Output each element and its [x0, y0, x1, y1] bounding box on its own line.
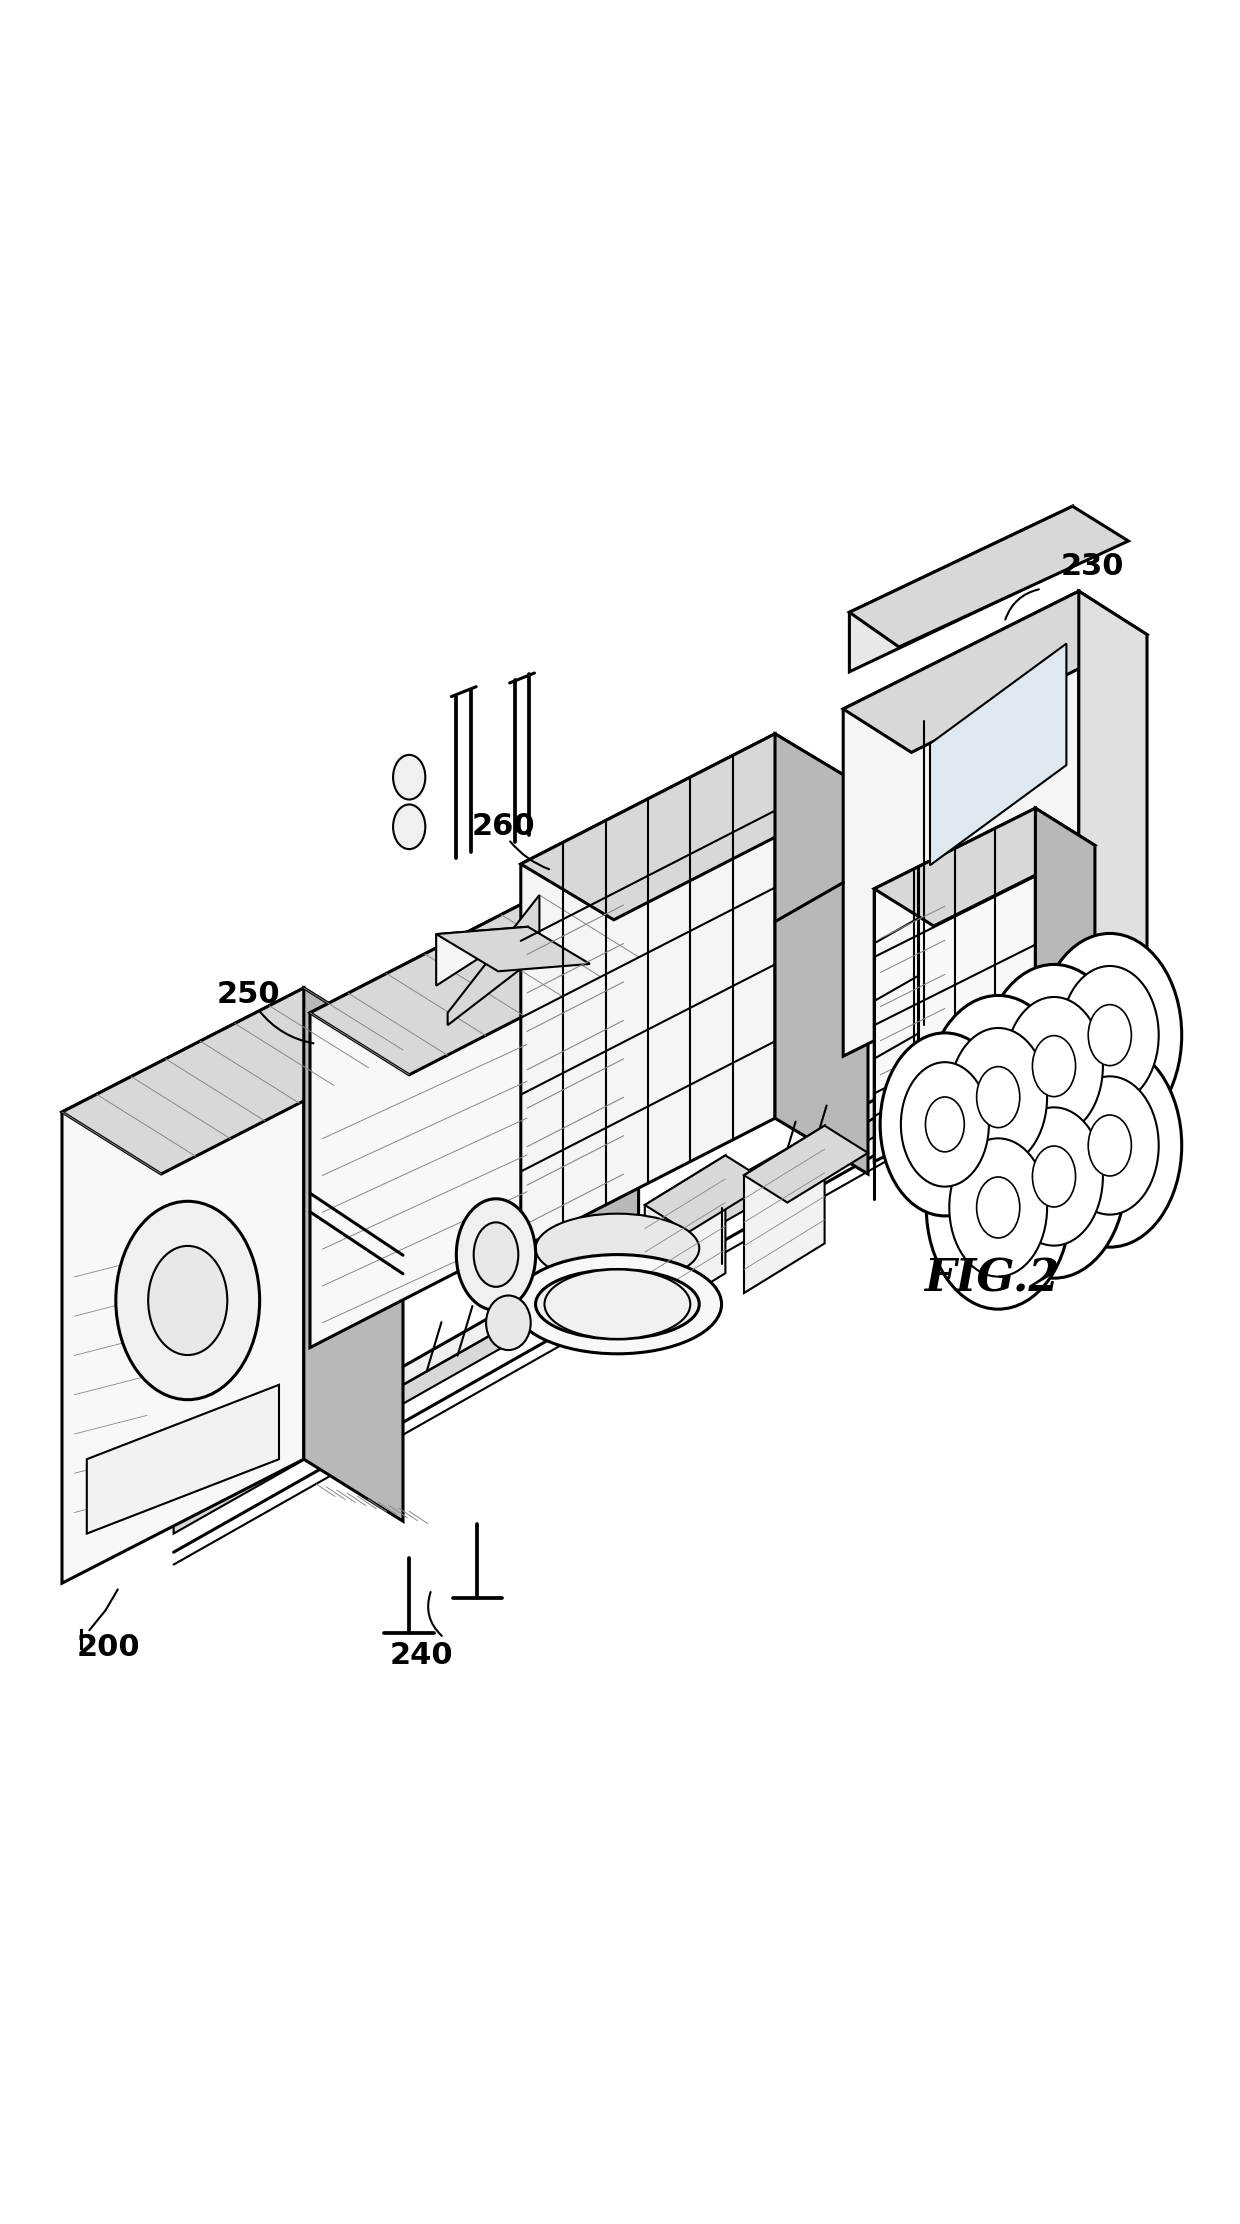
Ellipse shape [977, 1176, 1019, 1239]
Polygon shape [521, 734, 775, 1248]
Polygon shape [874, 807, 1095, 925]
Polygon shape [436, 927, 590, 972]
Polygon shape [62, 987, 403, 1174]
Ellipse shape [950, 1139, 1047, 1277]
Text: 230: 230 [1060, 552, 1123, 580]
Ellipse shape [925, 1096, 965, 1152]
Ellipse shape [149, 1245, 227, 1354]
Ellipse shape [1038, 1043, 1182, 1248]
Ellipse shape [393, 805, 425, 850]
Ellipse shape [456, 1199, 536, 1310]
Polygon shape [436, 927, 528, 985]
Polygon shape [310, 894, 539, 1348]
Ellipse shape [1061, 1076, 1158, 1214]
Polygon shape [645, 1156, 725, 1323]
Ellipse shape [982, 1074, 1126, 1279]
Polygon shape [174, 1019, 1017, 1515]
Polygon shape [304, 987, 403, 1521]
Ellipse shape [1006, 1108, 1102, 1245]
Polygon shape [521, 734, 868, 921]
Polygon shape [843, 592, 1147, 752]
Polygon shape [1035, 807, 1095, 1119]
Polygon shape [874, 807, 1035, 1161]
Polygon shape [448, 894, 539, 1025]
Polygon shape [775, 734, 868, 1174]
Polygon shape [1079, 592, 1147, 981]
Ellipse shape [393, 754, 425, 798]
Ellipse shape [1033, 1145, 1075, 1208]
Polygon shape [87, 1386, 279, 1535]
Polygon shape [849, 507, 1128, 647]
Polygon shape [744, 1125, 825, 1292]
Text: 260: 260 [471, 812, 534, 841]
Text: 200: 200 [77, 1632, 140, 1661]
FancyArrowPatch shape [1006, 589, 1039, 620]
Text: 240: 240 [389, 1641, 454, 1670]
Ellipse shape [1033, 1036, 1075, 1096]
Text: FIG.2: FIG.2 [924, 1259, 1060, 1301]
Ellipse shape [950, 1027, 1047, 1165]
Ellipse shape [536, 1270, 699, 1339]
Ellipse shape [977, 1068, 1019, 1128]
Polygon shape [744, 1125, 868, 1203]
Ellipse shape [1038, 934, 1182, 1136]
Ellipse shape [474, 1223, 518, 1288]
Text: 250: 250 [217, 981, 280, 1010]
FancyArrowPatch shape [428, 1592, 441, 1637]
Ellipse shape [880, 1032, 1009, 1217]
Ellipse shape [1061, 965, 1158, 1105]
Polygon shape [930, 643, 1066, 865]
Ellipse shape [486, 1297, 531, 1350]
Ellipse shape [115, 1201, 259, 1399]
Polygon shape [843, 592, 1079, 1056]
Ellipse shape [513, 1254, 722, 1354]
Polygon shape [62, 987, 304, 1583]
Ellipse shape [1006, 996, 1102, 1134]
Polygon shape [310, 894, 639, 1074]
FancyArrowPatch shape [510, 841, 549, 870]
Polygon shape [645, 1156, 769, 1232]
Ellipse shape [926, 1105, 1070, 1310]
Polygon shape [174, 1039, 1017, 1535]
Ellipse shape [544, 1270, 691, 1339]
Ellipse shape [982, 965, 1126, 1168]
Polygon shape [539, 894, 639, 1292]
Ellipse shape [901, 1063, 988, 1188]
Ellipse shape [1089, 1114, 1131, 1176]
Ellipse shape [926, 996, 1070, 1199]
Ellipse shape [536, 1214, 699, 1283]
FancyArrowPatch shape [259, 1012, 314, 1043]
Ellipse shape [1089, 1005, 1131, 1065]
Polygon shape [849, 507, 1073, 672]
